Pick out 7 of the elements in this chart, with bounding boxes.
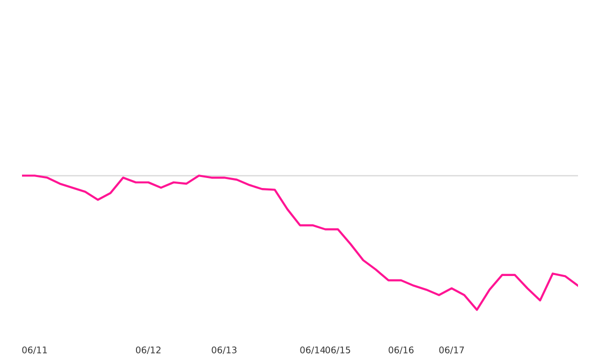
x-tick-label: 06/11 bbox=[22, 346, 47, 354]
x-tick-label: 06/17 bbox=[439, 346, 464, 354]
x-tick-label: 06/16 bbox=[388, 346, 414, 354]
x-tick-label: 06/14 bbox=[300, 346, 326, 354]
x-tick-label: 06/13 bbox=[212, 346, 236, 354]
x-tick-label: 06/15 bbox=[325, 346, 350, 354]
x-tick-label: 06/12 bbox=[136, 346, 160, 354]
